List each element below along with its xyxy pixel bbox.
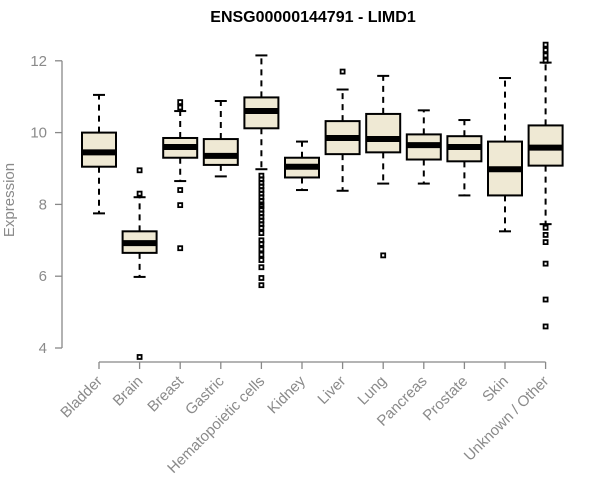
outlier-point	[258, 275, 265, 281]
box-group	[202, 100, 239, 178]
outlier-point	[258, 251, 265, 258]
outlier-point	[542, 239, 549, 245]
outlier-point	[542, 232, 549, 238]
x-tick-label: Prostate	[420, 373, 472, 425]
box-group	[324, 68, 361, 192]
box-group	[243, 54, 280, 289]
outlier-point	[542, 57, 549, 64]
boxes	[81, 41, 564, 360]
outlier-point	[258, 172, 265, 179]
y-tick-label: 6	[39, 268, 47, 285]
box-group	[405, 109, 442, 185]
box-group	[446, 119, 483, 197]
outlier-point	[136, 354, 143, 360]
outlier-point	[542, 41, 549, 48]
x-tick-label: Skin	[479, 373, 512, 406]
x-tick-label: Lung	[354, 373, 390, 409]
box-group	[81, 93, 117, 215]
outlier-point	[177, 245, 184, 252]
x-tick-label: Breast	[144, 372, 187, 415]
outlier-point	[542, 47, 549, 53]
outlier-point	[136, 190, 143, 197]
x-tick-label: Kidney	[264, 372, 309, 417]
iqr-box	[365, 112, 402, 154]
box-group	[284, 140, 320, 192]
outlier-point	[339, 68, 346, 75]
outlier-point	[258, 246, 265, 253]
outlier-point	[542, 52, 549, 59]
y-tick-label: 12	[30, 53, 47, 70]
outlier-point	[542, 224, 549, 231]
outlier-point	[258, 237, 265, 244]
iqr-box	[202, 138, 239, 166]
y-tick-label: 4	[39, 340, 47, 357]
outlier-point	[380, 252, 387, 259]
outlier-point	[542, 323, 549, 330]
outlier-point	[177, 104, 184, 111]
outlier-point	[177, 202, 184, 209]
outlier-point	[542, 260, 549, 267]
box-group	[162, 99, 199, 252]
outlier-point	[258, 257, 265, 263]
outlier-point	[258, 230, 265, 237]
x-tick-label: Bladder	[57, 373, 106, 422]
box-group	[487, 77, 523, 233]
chart-title: ENSG00000144791 - LIMD1	[210, 9, 416, 26]
box-group	[365, 74, 402, 259]
y-tick-label: 10	[30, 125, 47, 142]
y-axis-label: Expression	[1, 163, 18, 237]
outlier-point	[258, 264, 265, 271]
box-group	[121, 167, 158, 360]
y-axis: 4 6 8 10 12	[30, 53, 63, 357]
outlier-point	[542, 296, 549, 303]
outlier-point	[177, 187, 184, 193]
x-tick-label: Brain	[110, 373, 147, 410]
outlier-point	[136, 167, 143, 174]
outlier-point	[177, 99, 184, 105]
y-tick-label: 8	[39, 196, 47, 213]
box-group	[527, 41, 564, 330]
outlier-point	[258, 282, 265, 289]
x-tick-label: Liver	[314, 373, 349, 408]
